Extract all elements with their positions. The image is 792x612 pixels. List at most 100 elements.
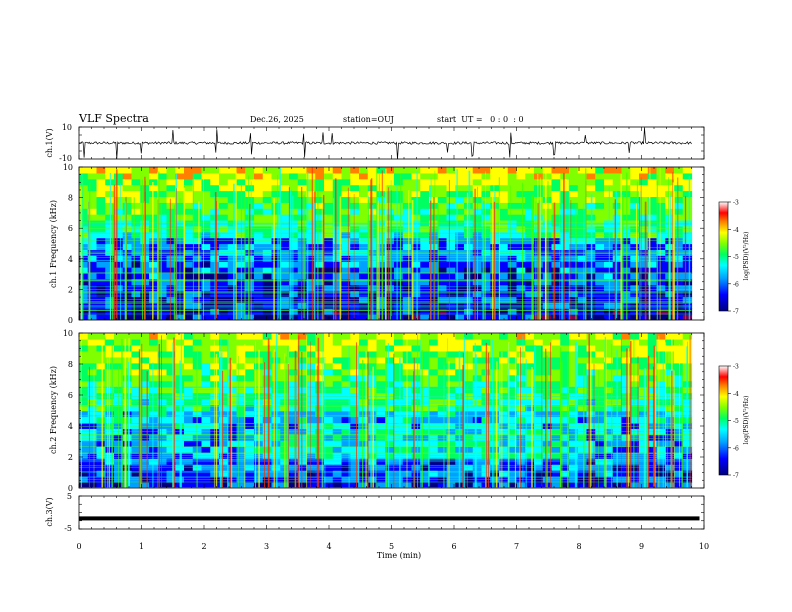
spectrogram-cell — [534, 458, 544, 465]
spectrogram-cell — [516, 196, 526, 203]
spectrogram-cell — [507, 374, 518, 382]
spectrogram-cell — [420, 410, 430, 418]
spectrogram-cell — [219, 404, 229, 412]
spectrogram-cell — [289, 267, 299, 274]
spectrogram-cell — [166, 380, 176, 388]
spectrogram-cell — [306, 374, 316, 382]
spectrogram-cell — [79, 446, 89, 453]
spectrogram-cell — [647, 362, 658, 370]
spectrogram-cell — [166, 231, 176, 239]
spectrogram-cell — [525, 178, 535, 186]
spectrogram-cell — [429, 470, 439, 477]
spectrogram-cell — [306, 314, 316, 320]
spectrogram-cell — [184, 290, 194, 298]
spectrogram-cell — [525, 196, 535, 203]
spectrogram-cell — [227, 284, 238, 292]
spectrogram-cell — [437, 178, 448, 186]
spectrogram-cell — [359, 386, 369, 394]
spectrogram-cell — [394, 231, 404, 239]
spectrogram-cell — [674, 214, 684, 221]
spectrogram-cell — [289, 208, 299, 215]
spectrogram-cell — [437, 208, 448, 215]
spectrogram-cell — [350, 208, 360, 215]
spectrogram-cell — [551, 380, 561, 388]
spectrogram-cell — [271, 308, 281, 315]
spectrogram-cell — [481, 208, 491, 215]
spectrogram-cell — [437, 386, 448, 394]
spectrogram-cell — [359, 196, 369, 203]
spectrogram-cell — [324, 196, 334, 203]
spectrogram-cell — [577, 231, 588, 239]
spectrogram-cell — [289, 434, 299, 441]
spectrogram-cell — [245, 190, 255, 198]
spectrogram-cell — [359, 333, 369, 340]
spectrogram-cell — [131, 208, 141, 215]
spectrogram-cell — [87, 314, 98, 320]
spectrogram-cell — [280, 219, 290, 227]
spectrogram-cell — [210, 356, 220, 364]
spectrogram-cell — [157, 416, 168, 424]
colorbar-tick-label: -7 — [733, 309, 739, 316]
spectrogram-cell — [490, 410, 500, 418]
spectrogram-cell — [604, 446, 614, 453]
spectrogram-cell — [289, 482, 299, 488]
spectrogram-cell — [332, 333, 343, 340]
spectrogram-cell — [254, 214, 264, 221]
spectrogram-cell — [630, 482, 640, 488]
spectrogram-cell — [595, 272, 605, 280]
spectrogram-cell — [490, 422, 500, 429]
spectrogram-cell — [79, 470, 89, 477]
spectrogram-cell — [682, 178, 693, 186]
spectrogram-cell — [306, 362, 316, 370]
spectrogram-cell — [560, 255, 570, 262]
spectrogram-cell — [656, 344, 666, 352]
spectrogram-cell — [507, 167, 518, 174]
spectrogram-cell — [595, 356, 605, 364]
spectrogram-cell — [131, 214, 141, 221]
frequency-tick-label: 10 — [63, 163, 73, 172]
spectrogram-cell — [577, 333, 588, 340]
spectrogram-cell — [437, 470, 448, 477]
spectrogram-cell — [656, 362, 666, 370]
spectrogram-cell — [79, 272, 89, 280]
spectrogram-cell — [542, 219, 553, 227]
spectrogram-cell — [472, 482, 483, 488]
spectrogram-cell — [359, 458, 369, 465]
spectrogram-cell — [437, 404, 448, 412]
spectrogram-cell — [157, 202, 168, 209]
spectrogram-cell — [297, 225, 308, 233]
spectrogram-cell — [499, 446, 509, 453]
spectrogram-cell — [87, 416, 98, 424]
spectrogram-cell — [359, 167, 369, 174]
spectrogram-cell — [157, 243, 168, 250]
spectrogram-cell — [184, 219, 194, 227]
spectrogram-cell — [499, 243, 509, 250]
spectrogram-cell — [604, 231, 614, 239]
ch2-spectrogram-ticks — [78, 332, 705, 489]
spectrogram-cell — [201, 416, 211, 424]
spectrogram-cell — [612, 208, 623, 215]
spectrogram-cell — [481, 278, 491, 286]
spectrogram-cell — [271, 184, 281, 192]
spectrogram-cell — [385, 338, 395, 346]
spectrogram-cell — [507, 225, 518, 233]
spectrogram-cell — [149, 404, 159, 412]
spectrogram-cell — [507, 267, 518, 274]
spectrogram-cell — [490, 356, 500, 364]
spectrogram-cell — [656, 184, 666, 192]
spectrogram-cell — [472, 178, 483, 186]
spectrogram-cell — [131, 404, 141, 412]
spectrogram-cell — [481, 272, 491, 280]
spectrogram-cell — [315, 386, 325, 394]
spectrogram-cell — [402, 225, 413, 233]
spectrogram-cell — [87, 386, 98, 394]
spectrogram-cell — [201, 434, 211, 441]
spectrogram-cell — [289, 410, 299, 418]
spectrogram-cell — [332, 482, 343, 488]
spectrogram-cell — [359, 308, 369, 315]
spectrogram-cell — [490, 380, 500, 388]
spectrogram-cell — [604, 278, 614, 286]
spectrogram-cell — [394, 225, 404, 233]
spectrogram-cell — [472, 172, 483, 180]
spectrogram-cell — [184, 362, 194, 370]
